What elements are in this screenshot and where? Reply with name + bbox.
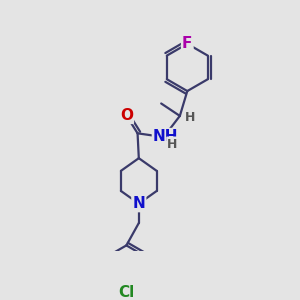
Text: H: H xyxy=(185,111,196,124)
Text: H: H xyxy=(167,137,178,151)
Text: N: N xyxy=(132,196,145,211)
Text: Cl: Cl xyxy=(118,285,134,300)
Text: NH: NH xyxy=(153,129,178,144)
Text: F: F xyxy=(182,36,193,51)
Text: O: O xyxy=(120,108,133,123)
